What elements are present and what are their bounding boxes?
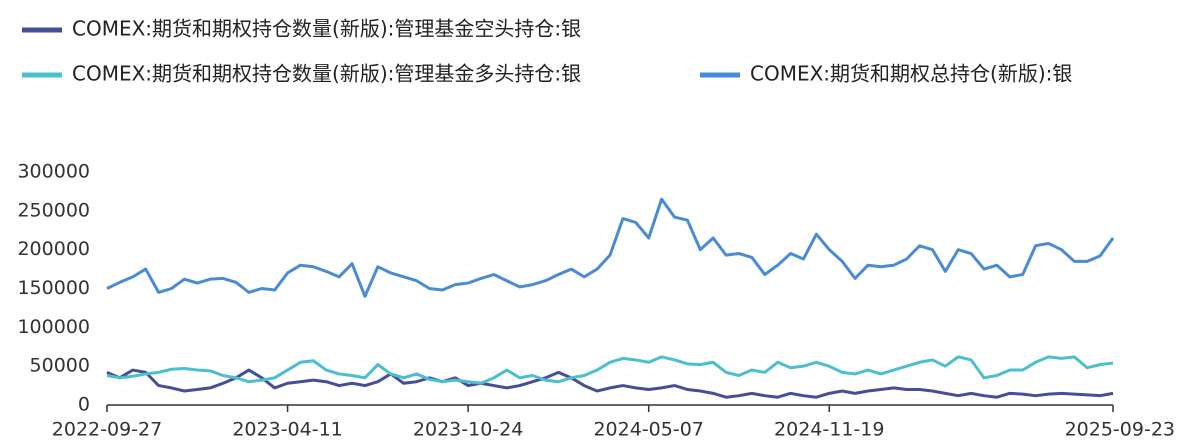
y-tick-label: 0: [78, 394, 90, 416]
legend-label: COMEX:期货和期权持仓数量(新版):管理基金多头持仓:银: [72, 62, 581, 86]
x-tick-label: 2023-04-11: [232, 419, 342, 441]
y-tick-label: 150000: [17, 277, 90, 299]
y-tick-label: 200000: [17, 238, 90, 260]
legend-label: COMEX:期货和期权总持仓(新版):银: [750, 62, 1072, 86]
y-tick-label: 50000: [30, 355, 90, 377]
series-line: [106, 368, 1114, 399]
x-tick-label: 2025-09-23: [1065, 419, 1175, 441]
y-tick-label: 100000: [17, 316, 90, 338]
x-tick-label: 2024-05-07: [593, 419, 703, 441]
x-tick-label: 2022-09-27: [52, 419, 162, 441]
y-tick-label: 250000: [17, 199, 90, 221]
series-line: [106, 355, 1114, 385]
series-line: [106, 197, 1115, 298]
y-tick-label: 300000: [17, 161, 90, 183]
x-tick-label: 2024-11-19: [774, 419, 884, 441]
legend-label: COMEX:期货和期权持仓数量(新版):管理基金空头持仓:银: [72, 17, 581, 41]
x-tick-label: 2023-10-24: [413, 419, 523, 441]
